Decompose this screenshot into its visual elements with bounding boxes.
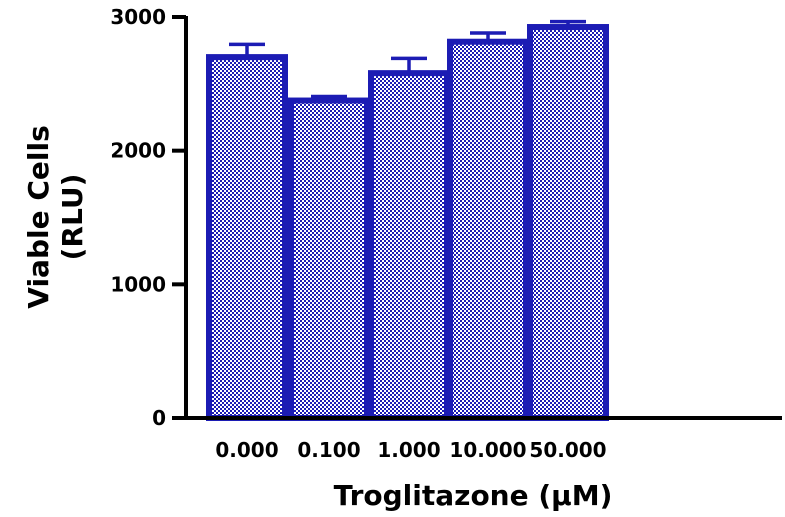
- y-axis-title-line-1: Viable Cells: [22, 125, 55, 308]
- y-tick-label-0: 0: [152, 406, 166, 430]
- x-tick-label-10.000: 10.000: [449, 438, 526, 462]
- y-tick-label-3000: 3000: [110, 5, 166, 29]
- bar-1.000: [368, 70, 450, 421]
- x-tick-label-50.000: 50.000: [529, 438, 606, 462]
- bar-0.100: [288, 97, 370, 422]
- x-tick-label-0.000: 0.000: [215, 438, 278, 462]
- x-tick-labels-group: 0.000 0.100 1.000 10.000 50.000: [215, 438, 606, 462]
- x-tick-label-0.100: 0.100: [297, 438, 360, 462]
- y-axis-title: Viable Cells (RLU): [22, 125, 89, 308]
- y-ticks-group: 0 1000 2000 3000: [110, 5, 186, 430]
- bar-50.000: [527, 24, 609, 422]
- bars-group: [206, 24, 609, 422]
- y-axis-title-line-2: (RLU): [56, 174, 89, 261]
- y-tick-label-2000: 2000: [110, 139, 166, 163]
- bar-0.000: [206, 54, 288, 421]
- y-tick-label-1000: 1000: [110, 272, 166, 296]
- x-tick-label-1.000: 1.000: [377, 438, 440, 462]
- x-axis-title: Troglitazone (µM): [334, 479, 613, 512]
- bar-10.000: [447, 38, 529, 421]
- error-bars-group: [229, 19, 586, 101]
